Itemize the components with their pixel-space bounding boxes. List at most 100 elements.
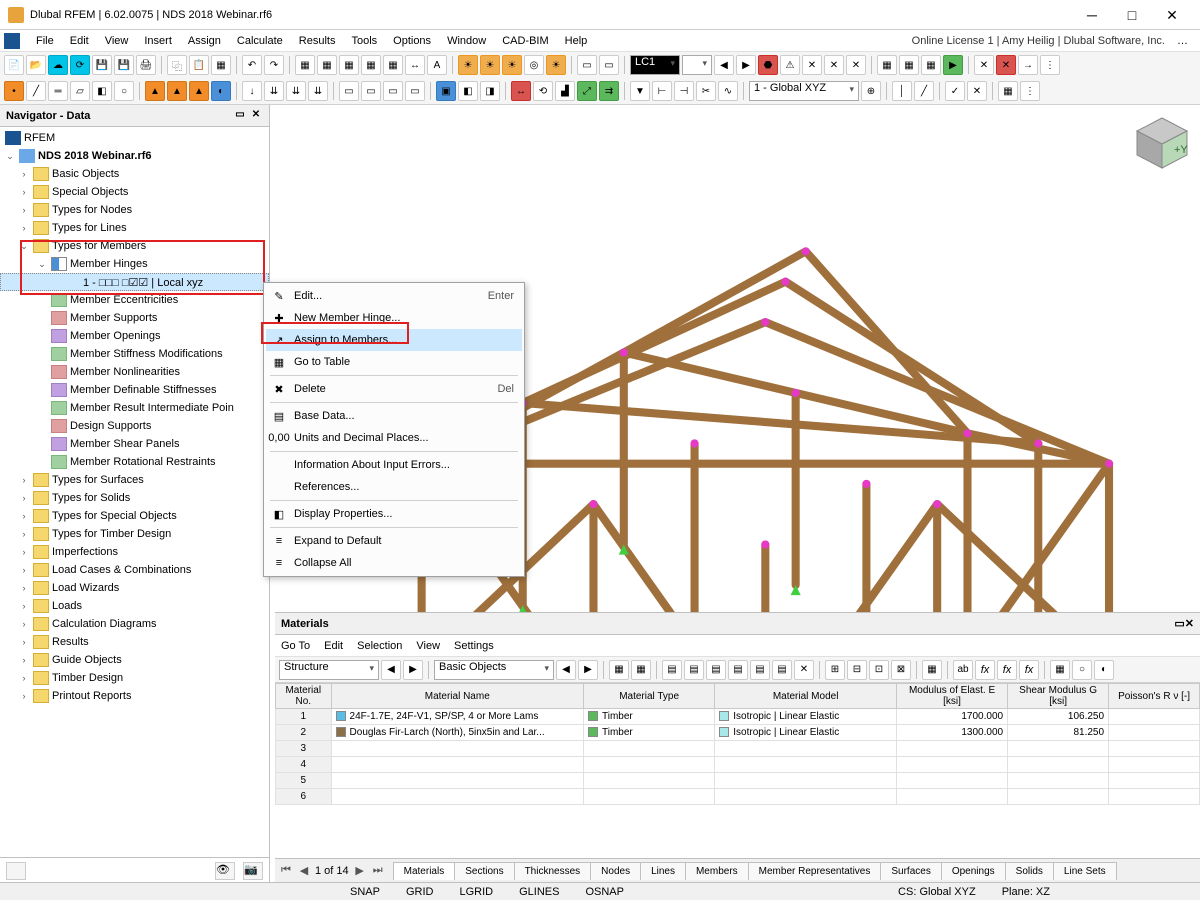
menu-help[interactable]: Help	[557, 33, 596, 49]
status-lgrid[interactable]: LGRID	[455, 886, 497, 898]
table-row[interactable]: 3	[276, 741, 1200, 757]
tool-render1-icon[interactable]: ▦	[877, 55, 897, 75]
tree-item[interactable]: ›Guide Objects	[0, 651, 269, 669]
pager-next-icon[interactable]: ▶	[353, 864, 367, 877]
tool-offset-icon[interactable]: ⇉	[599, 81, 619, 101]
expand-icon[interactable]: ›	[18, 511, 30, 521]
tool-h-icon[interactable]: ▤	[772, 660, 792, 680]
tab-nodes[interactable]: Nodes	[590, 862, 641, 880]
tool-view1-icon[interactable]: ◧	[458, 81, 478, 101]
tree-item[interactable]: ›Calculation Diagrams	[0, 615, 269, 633]
tool-frame1-icon[interactable]: ▭	[577, 55, 597, 75]
expand-icon[interactable]: ›	[18, 673, 30, 683]
tool-a-icon[interactable]: ▦	[609, 660, 629, 680]
status-snap[interactable]: SNAP	[346, 886, 384, 898]
mat-menu-settings[interactable]: Settings	[454, 640, 494, 652]
tool-print-icon[interactable]: 🖨	[136, 55, 156, 75]
menu-file[interactable]: File	[28, 33, 62, 49]
tool-x-icon[interactable]: ✕	[802, 55, 822, 75]
expand-icon[interactable]: ›	[18, 493, 30, 503]
tool-cs1-icon[interactable]: ⊕	[861, 81, 881, 101]
tool-axis2-icon[interactable]: ╱	[914, 81, 934, 101]
panel-float-icon[interactable]: ▭	[233, 109, 247, 123]
tree-selected-hinge[interactable]: 1 - □□□ □☑☑ | Local xyz	[0, 273, 269, 291]
menu-cadbim[interactable]: CAD-BIM	[494, 33, 556, 49]
tool-check-icon[interactable]: ✓	[945, 81, 965, 101]
tool-opening-icon[interactable]: ○	[114, 81, 134, 101]
tool-doc-icon[interactable]: ▦	[211, 55, 231, 75]
tool-paste-icon[interactable]: 📋	[189, 55, 209, 75]
tree-item[interactable]: Member Rotational Restraints	[0, 453, 269, 471]
tool-arrow-icon[interactable]: →	[1018, 55, 1038, 75]
tree-item[interactable]: Member Eccentricities	[0, 291, 269, 309]
col-no[interactable]: Material No.	[276, 684, 332, 709]
tool-dim2-icon[interactable]: ⊣	[674, 81, 694, 101]
expand-icon[interactable]: ›	[18, 655, 30, 665]
tool-sel2-icon[interactable]: ▭	[361, 81, 381, 101]
tool-view2-icon[interactable]: ◨	[480, 81, 500, 101]
tool-sun4-icon[interactable]: ☀	[546, 55, 566, 75]
tool-o-icon[interactable]: ○	[1072, 660, 1092, 680]
tool-filter-icon[interactable]: ▼	[630, 81, 650, 101]
tab-sections[interactable]: Sections	[454, 862, 514, 880]
tool-target-icon[interactable]: ◎	[524, 55, 544, 75]
tree-item[interactable]: ›Results	[0, 633, 269, 651]
tool-support1-icon[interactable]: ▲	[145, 81, 165, 101]
tree-root[interactable]: RFEM	[24, 132, 55, 144]
tool-sel4-icon[interactable]: ▭	[405, 81, 425, 101]
ctx-new-member-hinge-[interactable]: ✚New Member Hinge...	[266, 307, 522, 329]
tool-sel3-icon[interactable]: ▭	[383, 81, 403, 101]
menu-insert[interactable]: Insert	[136, 33, 180, 49]
ctx-information-about-input-errors-[interactable]: Information About Input Errors...	[266, 454, 522, 476]
table-row[interactable]: 124F-1.7E, 24F-V1, SP/SP, 4 or More Lams…	[276, 709, 1200, 725]
tool-grid2-icon[interactable]: ▦	[317, 55, 337, 75]
tree-types-for-members[interactable]: Types for Members	[52, 240, 146, 252]
prev-icon[interactable]: ◀	[381, 660, 401, 680]
panel-close-icon[interactable]: ✕	[1185, 617, 1194, 630]
tool-open-icon[interactable]: 📂	[26, 55, 46, 75]
tool-load4-icon[interactable]: ⇊	[308, 81, 328, 101]
tool-render2-icon[interactable]: ▦	[899, 55, 919, 75]
ctx-base-data-[interactable]: ▤Base Data...	[266, 405, 522, 427]
mat-menu-selection[interactable]: Selection	[357, 640, 402, 652]
expand-icon[interactable]: ›	[18, 187, 30, 197]
table-row[interactable]: 6	[276, 789, 1200, 805]
ctx-units-and-decimal-places-[interactable]: 0,00Units and Decimal Places...	[266, 427, 522, 449]
pager-last-icon[interactable]: ⏭	[371, 864, 385, 877]
menu-calculate[interactable]: Calculate	[229, 33, 291, 49]
tool-member-icon[interactable]: ═	[48, 81, 68, 101]
tool-more-icon[interactable]: ⋮	[1040, 55, 1060, 75]
tool-z-icon[interactable]: ✕	[846, 55, 866, 75]
tool-new-icon[interactable]: 📄	[4, 55, 24, 75]
expand-icon[interactable]: ›	[18, 637, 30, 647]
tree-item[interactable]: ›Basic Objects	[0, 165, 269, 183]
expand-icon[interactable]: ›	[18, 475, 30, 485]
tool-rotate-icon[interactable]: ⟲	[533, 81, 553, 101]
tool-load2-icon[interactable]: ⇊	[264, 81, 284, 101]
maximize-button[interactable]: □	[1112, 1, 1152, 29]
tool-save-icon[interactable]: 💾	[92, 55, 112, 75]
tool-saveall-icon[interactable]: 💾	[114, 55, 134, 75]
tree-item[interactable]: ›Types for Lines	[0, 219, 269, 237]
tool-next-icon[interactable]: ▶	[736, 55, 756, 75]
tool-curve-icon[interactable]: ∿	[718, 81, 738, 101]
tree-item[interactable]: ›Types for Special Objects	[0, 507, 269, 525]
tool-section-icon[interactable]: ✂	[696, 81, 716, 101]
tool-mirror-icon[interactable]: ▟	[555, 81, 575, 101]
col-G[interactable]: Shear Modulus G [ksi]	[1008, 684, 1109, 709]
tool-render3-icon[interactable]: ▦	[921, 55, 941, 75]
tool-fx4-icon[interactable]: fx	[1019, 660, 1039, 680]
tool-cross-icon[interactable]: ✕	[967, 81, 987, 101]
expand-icon[interactable]: ⌄	[18, 241, 30, 252]
expand-icon[interactable]: ›	[18, 619, 30, 629]
ctx-assign-to-members-[interactable]: ↗Assign to Members...	[266, 329, 522, 351]
tool-fx1-icon[interactable]: ab	[953, 660, 973, 680]
tool-p-icon[interactable]: ◐	[1094, 660, 1114, 680]
tab-thicknesses[interactable]: Thicknesses	[514, 862, 592, 880]
tool-g-icon[interactable]: ▤	[750, 660, 770, 680]
next-icon[interactable]: ▶	[403, 660, 423, 680]
tool-load1-icon[interactable]: ↓	[242, 81, 262, 101]
tool-sel1-icon[interactable]: ▭	[339, 81, 359, 101]
pager-first-icon[interactable]: ⏮	[279, 864, 293, 877]
tool-move-icon[interactable]: ↔	[511, 81, 531, 101]
